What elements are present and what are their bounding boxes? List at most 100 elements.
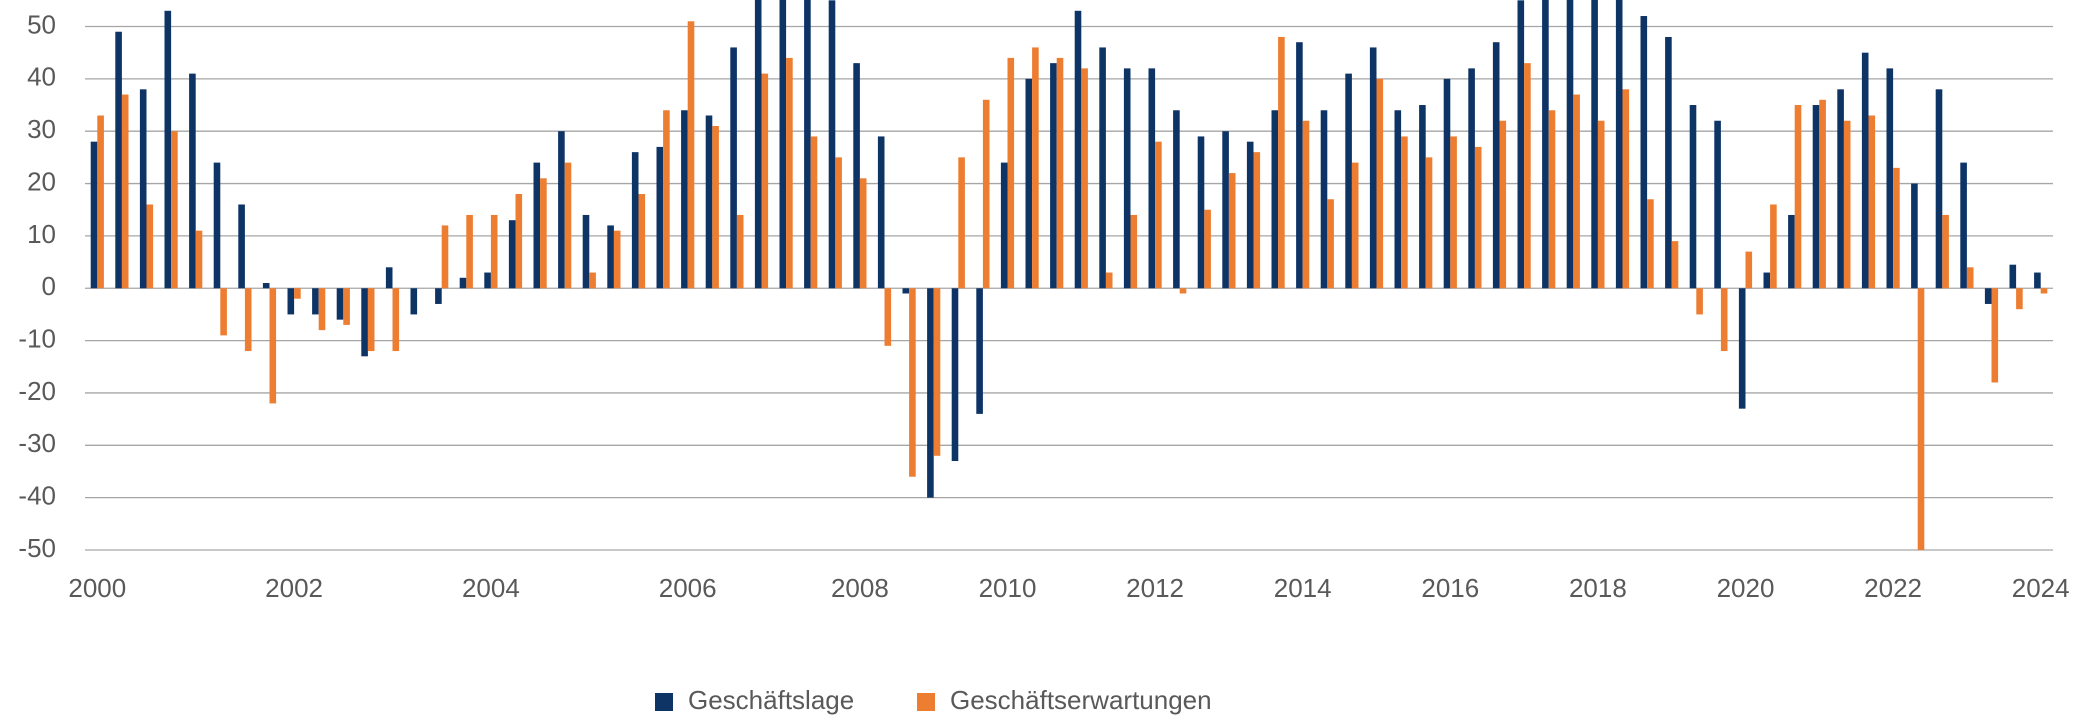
bar — [1148, 68, 1156, 289]
bar — [1671, 241, 1679, 289]
bar — [1566, 0, 1574, 289]
bar — [1911, 183, 1918, 289]
bar — [1179, 288, 1187, 294]
bar — [754, 0, 762, 289]
bar — [361, 288, 368, 357]
bar — [1960, 162, 1967, 289]
bar — [1837, 89, 1844, 289]
bar — [1991, 288, 1999, 383]
bar — [1720, 288, 1728, 352]
bar — [1745, 251, 1753, 289]
legend-swatch — [655, 693, 673, 711]
bar — [1401, 136, 1408, 289]
bar — [681, 110, 688, 289]
bar — [164, 10, 172, 289]
bar — [90, 141, 98, 289]
bar — [410, 288, 418, 315]
bar — [1984, 288, 1992, 304]
bar — [1320, 110, 1328, 289]
y-tick-label: -50 — [18, 533, 56, 563]
bar — [1917, 288, 1925, 550]
bar — [730, 47, 737, 289]
bar — [1622, 89, 1630, 289]
bar — [1893, 167, 1900, 289]
bar — [1369, 47, 1377, 289]
bar — [1155, 141, 1162, 289]
bar — [1450, 136, 1457, 289]
bar — [1327, 199, 1334, 289]
bar — [1886, 68, 1894, 289]
bar — [1228, 173, 1236, 289]
bar — [1376, 78, 1384, 289]
bar — [294, 288, 301, 299]
bar — [385, 267, 393, 289]
x-tick-label: 2008 — [831, 573, 889, 603]
bar — [613, 230, 621, 289]
bar — [484, 272, 491, 289]
bar — [287, 288, 295, 315]
x-tick-label: 2000 — [68, 573, 126, 603]
bar — [927, 288, 934, 498]
bar — [1524, 63, 1531, 289]
bar — [515, 194, 523, 289]
bar — [1204, 209, 1211, 289]
bar — [1419, 105, 1426, 289]
x-tick-label: 2022 — [1864, 573, 1922, 603]
y-tick-label: 10 — [27, 219, 56, 249]
bar — [466, 214, 473, 289]
bar — [392, 288, 400, 352]
x-tick-label: 2002 — [265, 573, 323, 603]
bar — [1081, 68, 1088, 289]
x-tick-label: 2006 — [659, 573, 717, 603]
bar — [909, 288, 916, 477]
bar — [244, 288, 252, 352]
bar — [1861, 52, 1869, 289]
bar — [1025, 78, 1033, 289]
bar — [1542, 0, 1549, 289]
bar — [761, 73, 769, 289]
bar — [441, 225, 449, 289]
y-tick-label: 20 — [27, 166, 56, 196]
bar — [1074, 10, 1082, 289]
bar — [171, 131, 178, 289]
bar — [121, 94, 129, 289]
bar — [1788, 214, 1795, 289]
y-tick-label: 0 — [42, 271, 56, 301]
bar — [656, 146, 664, 289]
bar — [564, 162, 572, 289]
bar — [631, 152, 639, 289]
bar — [810, 136, 818, 289]
bar — [1130, 214, 1138, 289]
bar — [1222, 131, 1229, 289]
bar — [1665, 36, 1672, 289]
bar — [490, 214, 498, 289]
bar — [1714, 120, 1721, 289]
bar — [1763, 272, 1771, 289]
bar — [1351, 162, 1359, 289]
bar — [1271, 110, 1279, 289]
bar — [238, 204, 245, 289]
bar — [1443, 78, 1451, 289]
bar — [589, 272, 596, 289]
bar — [1296, 42, 1303, 289]
bar — [1246, 141, 1254, 289]
legend-label: Geschäftserwartungen — [950, 685, 1212, 715]
bar — [786, 57, 793, 289]
x-tick-label: 2020 — [1717, 573, 1775, 603]
bar — [1492, 42, 1500, 289]
x-tick-label: 2004 — [462, 573, 520, 603]
bar — [976, 288, 983, 414]
bar — [269, 288, 277, 404]
bar — [1050, 63, 1057, 289]
bar — [1197, 136, 1205, 289]
bar — [1819, 99, 1826, 289]
bar — [1468, 68, 1475, 289]
bar — [933, 288, 941, 456]
bar — [1935, 89, 1943, 289]
x-tick-label: 2018 — [1569, 573, 1627, 603]
bar — [1425, 157, 1433, 289]
bar — [902, 288, 910, 294]
bar — [558, 131, 565, 289]
x-tick-label: 2016 — [1421, 573, 1479, 603]
y-tick-label: -40 — [18, 481, 56, 511]
